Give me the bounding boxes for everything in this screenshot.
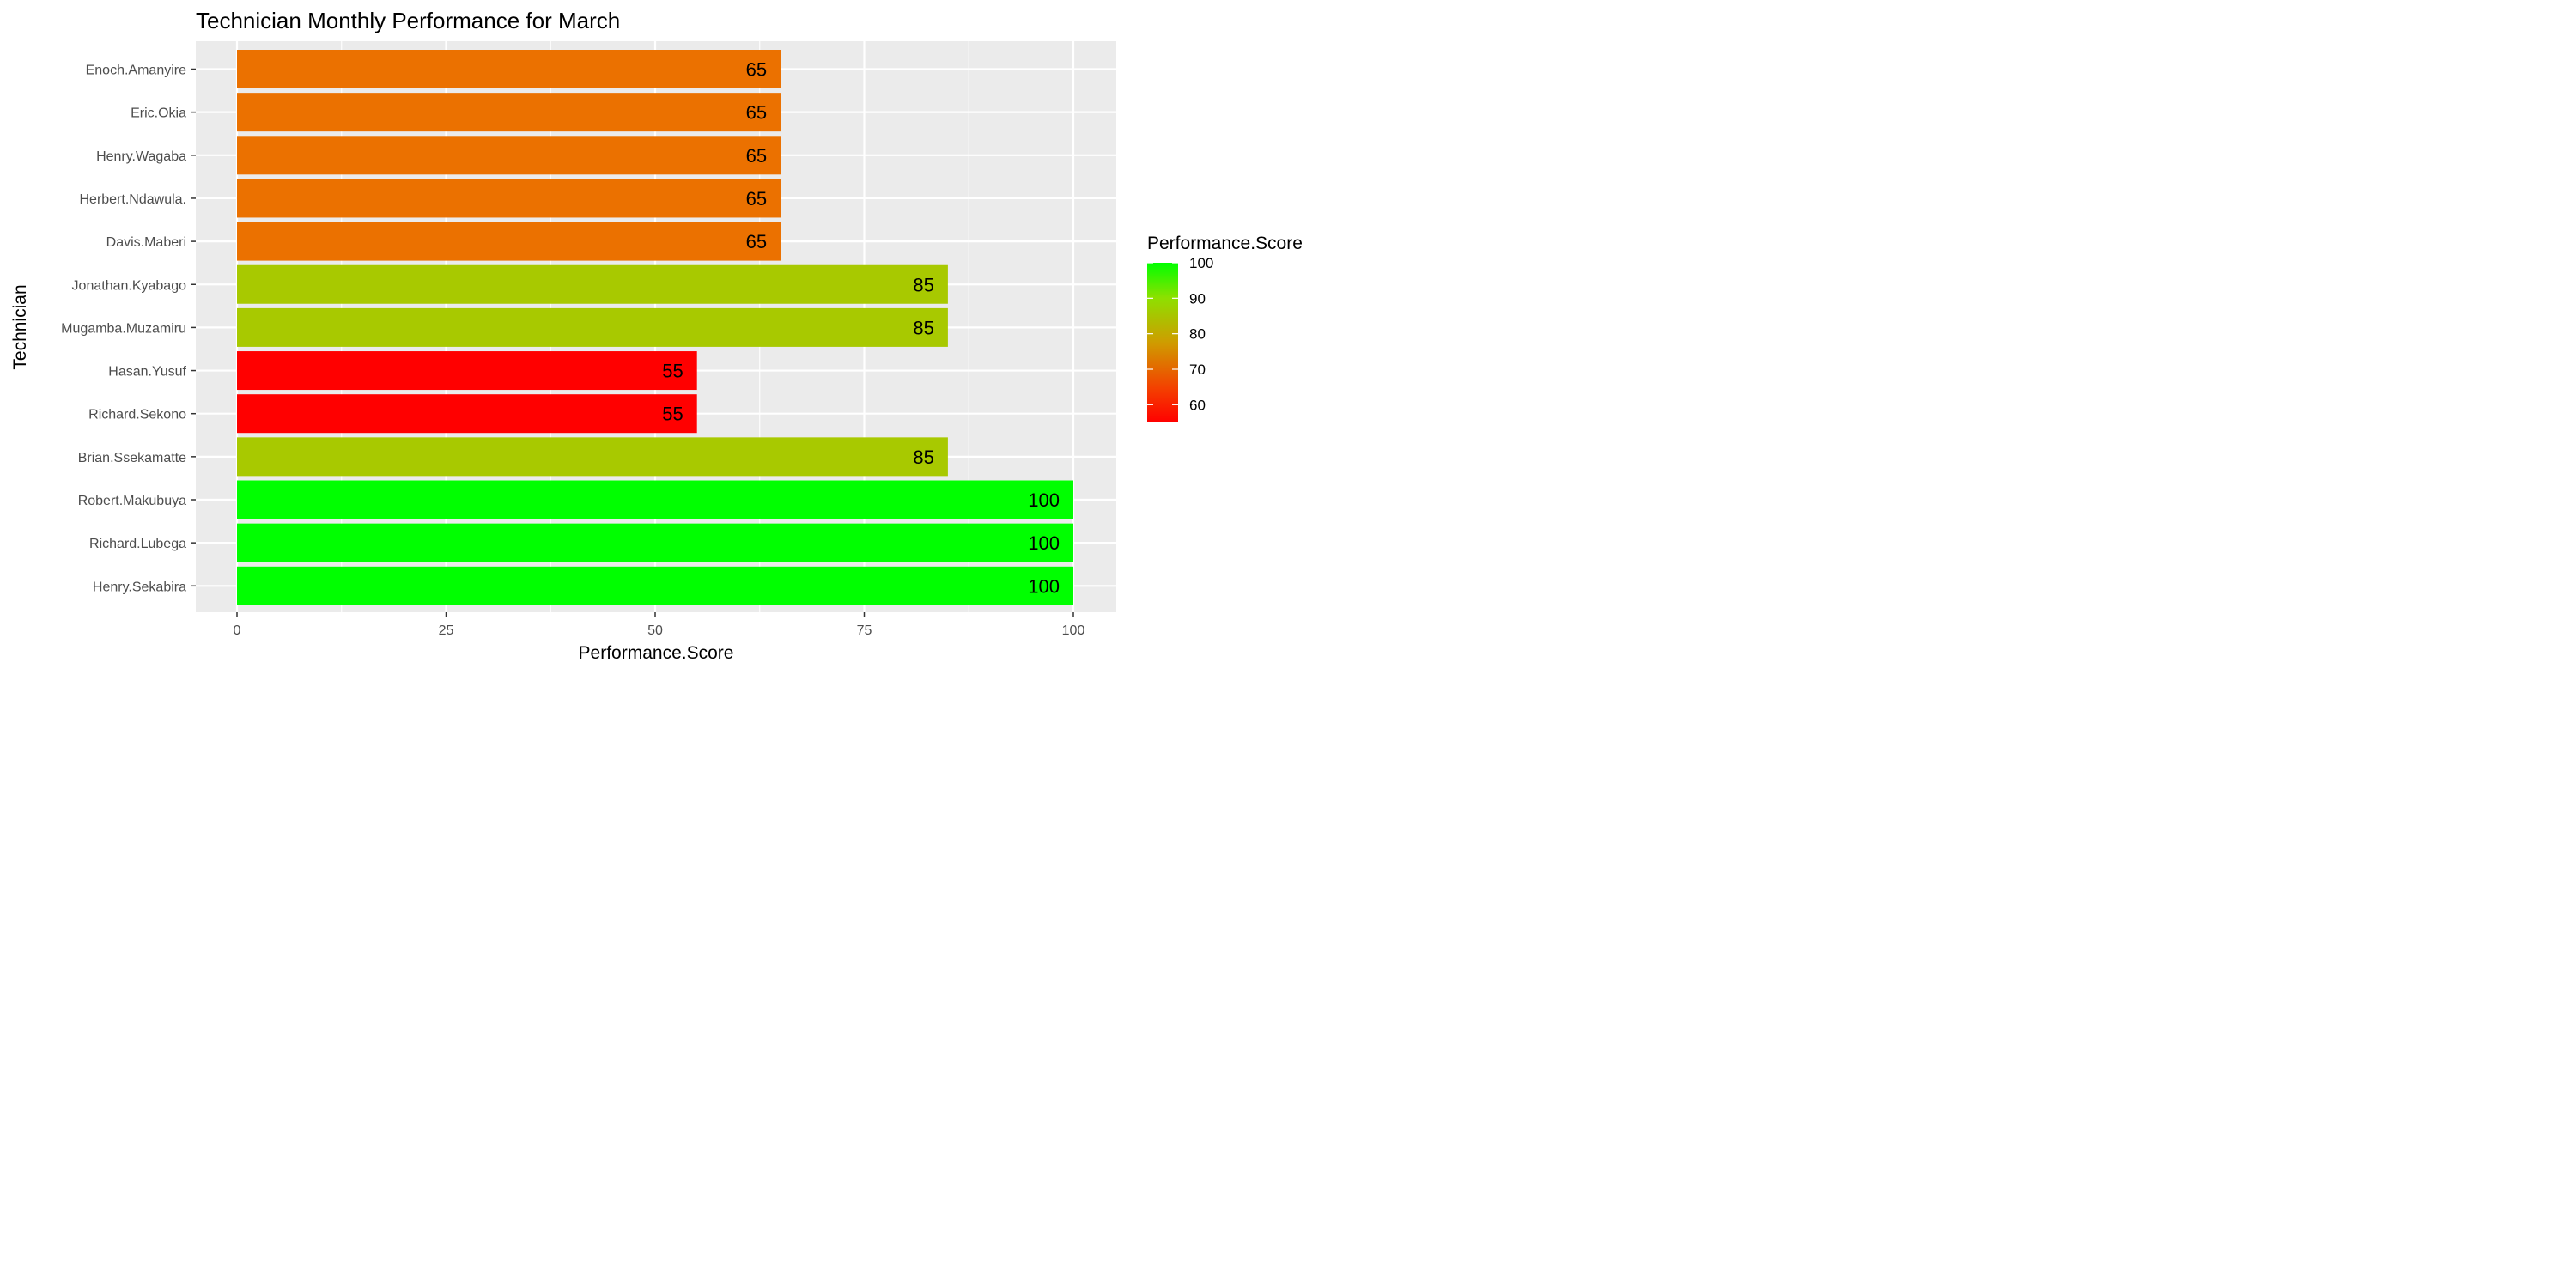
legend: Performance.Score 100 90 80 70 60 [1147,234,1303,422]
bar [237,179,781,218]
bar-value-label: 65 [746,145,767,167]
y-tick-label: Herbert.Ndawula. [80,192,187,207]
bar [237,264,948,304]
x-tick-label: 50 [647,623,663,638]
bar-value-label: 100 [1028,575,1060,597]
bar [237,50,781,88]
bar [237,437,948,477]
y-axis: Enoch.Amanyire Eric.Okia Henry.Wagaba Herbe… [61,64,196,594]
bar-value-label: 65 [746,59,767,81]
chart-title: Technician Monthly Performance for March [196,8,620,33]
bar [237,480,1073,519]
bar [237,566,1073,605]
bar-value-label: 65 [746,102,767,124]
legend-title: Performance.Score [1147,234,1303,253]
bar [237,136,781,175]
legend-tick-label: 80 [1189,326,1206,343]
bar-chart: Technician Monthly Performance for March… [10,8,1303,663]
legend-ticks: 100 90 80 70 60 [1147,255,1213,413]
bar-value-label: 55 [662,404,683,425]
legend-tick-label: 70 [1189,361,1206,378]
y-tick-label: Henry.Wagaba [96,149,186,164]
bars [237,50,1073,605]
y-tick-label: Mugamba.Muzamiru [61,321,186,336]
y-tick-label: Enoch.Amanyire [86,64,186,78]
x-tick-label: 0 [234,623,241,638]
x-tick-label: 25 [439,623,454,638]
bar-value-label: 85 [913,274,933,295]
bar-value-label: 100 [1028,532,1060,554]
bar-value-label: 85 [913,447,933,468]
x-tick-label: 100 [1062,623,1085,638]
y-tick-label: Henry.Sekabira [93,580,186,594]
legend-tick-label: 90 [1189,290,1206,307]
y-tick-label: Eric.Okia [131,106,186,121]
y-axis-title: Technician [10,284,30,369]
legend-tick-label: 100 [1189,255,1213,271]
x-tick-label: 75 [857,623,872,638]
bar-value-label: 65 [746,231,767,252]
y-tick-label: Richard.Lubega [89,537,186,551]
x-axis: 0 25 50 75 100 [234,612,1085,638]
bar-value-label: 100 [1028,489,1060,511]
bar [237,351,697,391]
y-tick-label: Jonathan.Kyabago [72,278,187,293]
bar [237,93,781,132]
bar-labels: 65 65 65 65 65 85 85 55 55 85 100 100 100 [662,59,1060,598]
bar [237,523,1073,562]
bar [237,222,781,261]
bar-value-label: 85 [913,317,933,338]
y-tick-label: Richard.Sekono [88,408,186,422]
bar-value-label: 55 [662,361,683,382]
legend-tick-label: 60 [1189,397,1206,413]
y-tick-label: Robert.Makubuya [78,494,186,508]
legend-colorbar [1147,263,1178,422]
y-tick-label: Davis.Maberi [106,235,186,250]
y-tick-label: Brian.Ssekamatte [78,451,186,465]
x-axis-title: Performance.Score [579,643,734,663]
bar [237,307,948,347]
bar-value-label: 65 [746,188,767,210]
y-tick-label: Hasan.Yusuf [108,365,186,380]
bar [237,394,697,434]
